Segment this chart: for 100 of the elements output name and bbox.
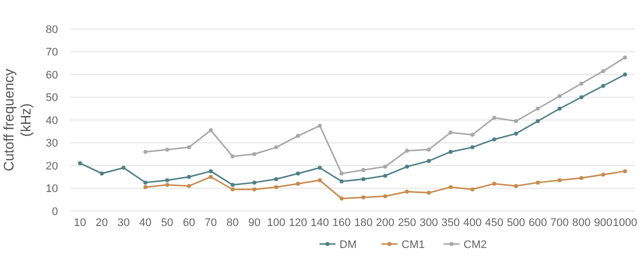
x-tick-label: 20 [96,217,108,229]
point [470,145,474,150]
y-tick-label: 50 [46,92,58,104]
point [100,171,104,176]
point [579,95,584,100]
x-tick-label: 10 [74,217,86,229]
point [230,187,235,192]
point [274,177,278,182]
x-tick-label: 50 [161,217,174,229]
point [448,150,453,154]
point [405,148,409,153]
point [143,150,148,154]
x-tick-label: 80 [226,217,239,229]
y-tick-label: 30 [46,138,58,150]
x-tick-label: 1000 [612,217,638,229]
point [579,82,584,86]
x-tick-label: 90 [248,217,261,229]
x-tick-label: 70 [204,217,217,229]
x-tick-label: 450 [485,217,504,229]
y-tick-label: 60 [46,69,58,82]
point [623,72,627,76]
point [165,182,170,187]
x-tick-label: 100 [267,217,286,229]
point [492,182,496,186]
point [252,152,256,156]
point [318,124,322,128]
point [230,182,235,187]
point [514,132,518,136]
point [296,171,300,176]
y-tick-label: 80 [46,24,58,36]
x-tick-label: 30 [117,217,130,229]
point [187,174,191,179]
point [252,180,256,185]
point [361,177,366,182]
legend-label: DM [340,238,357,251]
point [514,119,518,124]
point [383,174,388,178]
x-tick-label: 350 [441,217,460,229]
x-tick-label: 250 [398,217,416,229]
point [340,171,344,176]
point [536,119,540,124]
point [623,55,627,60]
point [426,158,431,163]
point [601,172,606,177]
point [296,134,300,138]
x-tick-label: 160 [332,217,351,229]
point [601,84,606,88]
point [340,196,344,200]
y-axis-title: Cutoff frequency (kHz) [0,68,34,172]
point [274,185,278,190]
x-tick-label: 700 [550,217,569,229]
y-tick-label: 40 [46,114,58,127]
x-tick-label: 600 [528,217,547,229]
point [383,194,388,198]
x-tick-label: 900 [594,217,612,229]
point [448,185,453,190]
point [426,148,431,152]
point [579,176,584,180]
point [252,187,256,192]
y-tick-label: 10 [46,183,58,196]
point [230,154,235,158]
point [208,128,213,132]
point [296,182,300,186]
point [208,169,213,174]
x-tick-label: 60 [182,217,196,229]
point [405,190,409,194]
x-tick-label: 140 [310,217,329,229]
y-tick-label: 70 [46,46,58,59]
point [448,130,453,135]
point [558,178,562,182]
x-tick-label: 300 [420,217,438,229]
point [558,94,562,98]
point [122,166,126,170]
point [536,180,540,185]
x-tick-label: 500 [506,217,526,229]
point [470,132,474,137]
point [78,161,82,166]
point [187,145,191,150]
point [383,164,388,169]
x-tick-label: 400 [463,217,482,229]
point [318,178,322,182]
point [623,169,627,174]
point [143,180,148,185]
x-tick-label: 800 [572,217,591,229]
point [405,164,409,169]
point [558,106,562,111]
point [143,185,148,190]
point [361,168,366,172]
point [470,187,474,192]
point [601,69,606,74]
point [187,184,191,188]
point [274,145,278,150]
point [361,195,366,200]
point [514,184,518,188]
point [165,148,170,152]
point [426,190,431,195]
y-tick-label: 0 [52,206,58,218]
point [318,166,322,170]
point [208,174,213,179]
point [492,116,496,120]
